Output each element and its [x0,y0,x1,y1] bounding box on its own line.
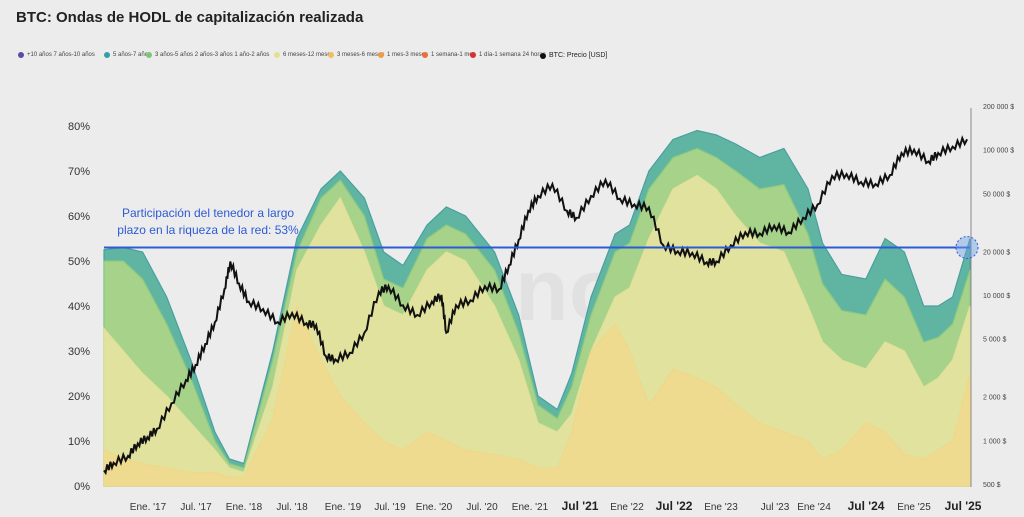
legend-swatch [104,52,110,58]
x-tick-label: Ene '24 [797,502,831,513]
legend-swatch [378,52,384,58]
y-tick-label: 80% [68,121,90,133]
y2-tick-label: 10 000 $ [983,293,1010,300]
legend-label: 6 meses-12 meses [283,52,334,58]
x-tick-label: Ene. '17 [130,502,167,513]
y-tick-label: 60% [68,211,90,223]
x-tick-label: Jul '24 [848,499,885,513]
y2-tick-label: 5 000 $ [983,337,1006,344]
x-tick-label: Ene. '21 [512,502,549,513]
legend-label: BTC: Precio [USD] [549,52,608,59]
legend-swatch [18,52,24,58]
legend-swatch [540,52,546,59]
y-tick-label: 10% [68,436,90,448]
legend-label: 1 día-1 semana 24 horas [479,52,546,58]
legend-swatch [146,52,152,58]
x-tick-label: Ene. '18 [226,502,263,513]
y-tick-label: 40% [68,301,90,313]
legend-item-1w-1m[interactable]: 1 semana-1 mes [422,52,476,58]
y2-tick-label: 500 $ [983,482,1001,489]
legend-label: 1 mes-3 meses [387,52,429,58]
y2-tick-label: 100 000 $ [983,148,1014,155]
btc-price-line[interactable] [103,135,968,476]
y-axis-left: 80% 70% 60% 50% 40% 30% 20% 10% 0% [68,121,90,493]
y2-tick-label: 20 000 $ [983,249,1010,256]
y-tick-label: 50% [68,256,90,268]
legend-label: 3 meses-6 meses [337,52,385,58]
current-value-marker[interactable] [955,236,979,259]
x-axis: Ene. '17 Jul. '17 Ene. '18 Jul. '18 Ene. '19… [130,499,982,513]
legend-label: 1 semana-1 mes [431,52,476,58]
y2-tick-label: 2 000 $ [983,395,1006,402]
y-tick-label: 20% [68,391,90,403]
legend-item-6m-12m[interactable]: 6 meses-12 meses [274,52,334,58]
legend-item-lth-10y[interactable]: +10 años 7 años-10 años [18,52,95,58]
legend-item-24h-1w[interactable]: 1 día-1 semana 24 horas [470,52,546,58]
legend-label: +10 años 7 años-10 años [27,52,95,58]
chart-legend: +10 años 7 años-10 años 5 años-7 años 3 … [18,52,658,64]
chart-title: BTC: Ondas de HODL de capitalización rea… [16,9,364,26]
legend-item-5y-7y[interactable]: 5 años-7 años [104,52,151,58]
x-tick-label: Jul. '20 [466,502,498,513]
y2-tick-label: 200 000 $ [983,104,1014,111]
y2-tick-label: 50 000 $ [983,191,1010,198]
y-tick-label: 0% [74,481,90,493]
y-axis-right: 200 000 $ 100 000 $ 50 000 $ 20 000 $ 10 000… [983,104,1014,489]
legend-item-3m-6m[interactable]: 3 meses-6 meses [328,52,384,58]
legend-item-1m-3m[interactable]: 1 mes-3 meses [378,52,428,58]
legend-label: 3 años-5 años 2 años-3 años 1 año-2 años [155,52,270,58]
x-tick-label: Ene '25 [897,502,931,513]
x-tick-label: Jul '25 [945,499,982,513]
x-tick-label: Jul '23 [761,502,790,513]
legend-label: 5 años-7 años [113,52,152,58]
legend-item-btc-price[interactable]: BTC: Precio [USD] [540,52,607,59]
x-tick-label: Jul '21 [562,499,599,513]
x-tick-label: Ene. '19 [325,502,362,513]
y-tick-label: 70% [68,166,90,178]
legend-swatch [328,52,334,58]
x-tick-label: Ene. '20 [416,502,453,513]
legend-item-1y-5y[interactable]: 3 años-5 años 2 años-3 años 1 año-2 años [146,52,269,58]
legend-swatch [274,52,280,58]
x-tick-label: Jul. '17 [180,502,212,513]
x-tick-label: Ene '22 [610,502,644,513]
x-tick-label: Ene '23 [704,502,738,513]
legend-swatch [470,52,476,58]
y-tick-label: 30% [68,346,90,358]
legend-swatch [422,52,428,58]
annotation-line-2: plazo en la riqueza de la red: 53% [117,223,299,237]
x-tick-label: Jul '22 [656,499,693,513]
area-series-3[interactable] [103,304,971,487]
y2-tick-label: 1 000 $ [983,438,1006,445]
x-tick-label: Jul. '18 [276,502,308,513]
x-tick-label: Jul. '19 [374,502,406,513]
annotation-line-1: Participación del tenedor a largo [122,206,294,220]
